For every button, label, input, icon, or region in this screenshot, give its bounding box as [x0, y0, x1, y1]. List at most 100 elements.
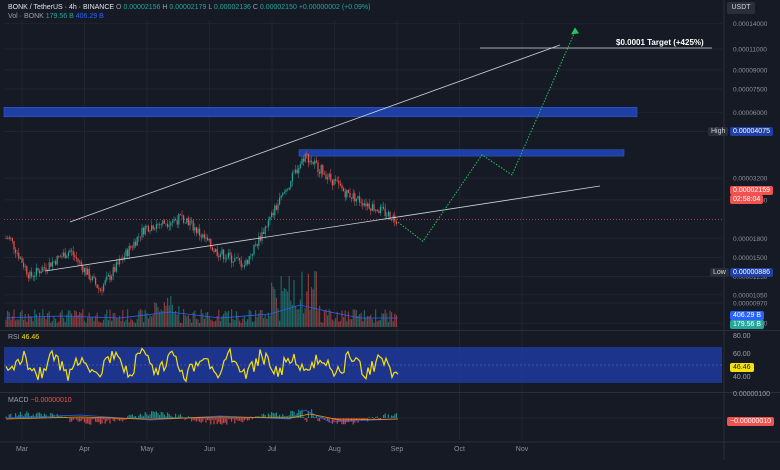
macd-histogram-bar — [167, 412, 169, 418]
volume-bar — [344, 310, 346, 327]
candle-body — [144, 225, 146, 235]
candle-body — [187, 218, 189, 226]
volume-bar — [127, 309, 129, 327]
macd-histogram-bar — [130, 415, 132, 418]
macd-separator[interactable] — [0, 392, 780, 393]
volume-bar — [128, 322, 130, 327]
volume-bar — [328, 309, 330, 327]
candle-body — [266, 226, 268, 228]
macd-histogram-bar — [27, 412, 29, 418]
volume-bar — [394, 313, 396, 327]
macd-histogram-bar — [106, 418, 108, 422]
macd-label[interactable]: MACD — [8, 397, 29, 404]
macd-histogram-bar — [125, 418, 127, 420]
volume-bar — [263, 318, 265, 327]
volume-bar — [48, 311, 50, 327]
volume-bar — [386, 313, 388, 327]
candle-body — [189, 220, 191, 226]
volume-bar — [104, 314, 106, 327]
rsi-axis-40: 40.00 — [733, 374, 751, 381]
volume-bar — [117, 317, 119, 327]
candle-body — [90, 279, 92, 280]
macd-histogram-bar — [93, 418, 95, 420]
time-axis: Mar Apr May Jun Jul Aug Sep Oct Nov — [0, 441, 780, 453]
macd-histogram-bar — [232, 418, 234, 420]
rsi-separator[interactable] — [0, 330, 780, 331]
volume-bar — [152, 314, 154, 327]
candle-body — [106, 276, 108, 281]
volume-bar — [63, 317, 65, 327]
volume-bar — [306, 291, 308, 327]
currency-button[interactable]: USDT — [727, 2, 755, 14]
volume-bar — [186, 316, 188, 327]
macd-histogram-bar — [146, 413, 148, 418]
candle-body — [139, 236, 141, 238]
volume-bar — [80, 312, 82, 327]
macd-tag: −0.00000010 — [727, 417, 775, 426]
macd-histogram-bar — [223, 418, 225, 424]
volume-bar — [333, 320, 335, 327]
volume-bar — [351, 319, 353, 327]
macd-histogram-bar — [371, 416, 373, 418]
volume-bar — [368, 316, 370, 327]
candle-body — [346, 189, 348, 198]
candle-body — [264, 226, 266, 234]
macd-histogram-bar — [16, 416, 18, 418]
candle-body — [336, 180, 338, 182]
rsi-label[interactable]: RSI — [8, 334, 20, 341]
candle-body — [37, 267, 39, 271]
candle-body — [226, 257, 228, 259]
candle-body — [107, 275, 109, 277]
macd-axis-top: 0.00000100 — [733, 391, 770, 398]
macd-histogram-bar — [152, 411, 154, 418]
candle-body — [128, 246, 130, 257]
macd-histogram-bar — [135, 415, 137, 418]
volume-bar — [207, 311, 209, 327]
macd-histogram-bar — [303, 417, 305, 418]
macd-histogram-bar — [127, 416, 129, 418]
candle-body — [31, 271, 33, 277]
macd-histogram-bar — [154, 412, 156, 418]
candle-body — [53, 261, 55, 262]
volume-bar — [35, 314, 37, 327]
volume-bar — [367, 315, 369, 327]
projection-arrowhead — [571, 27, 579, 35]
volume-bar — [200, 309, 202, 327]
macd-histogram-bar — [101, 418, 103, 424]
macd-histogram-bar — [24, 413, 26, 418]
candle-body — [122, 259, 124, 260]
volume-bar — [107, 320, 109, 327]
volume-bar — [287, 291, 289, 327]
volume-bar — [149, 315, 151, 327]
candle-body — [8, 237, 10, 239]
macd-histogram-bar — [194, 418, 196, 421]
macd-histogram-bar — [151, 411, 153, 418]
volume-bar — [359, 314, 361, 327]
candle-body — [371, 204, 373, 211]
volume-bar — [223, 313, 225, 327]
symbol-title[interactable]: BONK / TetherUS · 4h · BINANCE — [8, 4, 115, 11]
volume-bar — [23, 319, 25, 327]
macd-histogram-bar — [15, 413, 17, 418]
candle-body — [376, 209, 378, 212]
candle-body — [203, 234, 205, 239]
volume-bar — [11, 316, 13, 327]
candle-body — [178, 214, 180, 225]
volume-bar — [123, 321, 125, 327]
candle-body — [71, 250, 73, 252]
volume-bar — [135, 322, 137, 327]
macd-histogram-bar — [283, 416, 285, 418]
volume-bar — [219, 320, 221, 327]
macd-histogram-bar — [355, 418, 357, 420]
candle-body — [291, 172, 293, 182]
volume-label[interactable]: Vol · BONK — [8, 13, 44, 20]
macd-histogram-bar — [213, 418, 215, 425]
macd-histogram-bar — [139, 413, 141, 418]
candle-body — [176, 220, 178, 225]
macd-histogram-bar — [221, 418, 223, 425]
low-value-tag: 0.00000886 — [730, 268, 773, 277]
volume-bar — [331, 319, 333, 327]
macd-histogram-bar — [376, 416, 378, 418]
time-tick-label: Sep — [391, 446, 404, 453]
